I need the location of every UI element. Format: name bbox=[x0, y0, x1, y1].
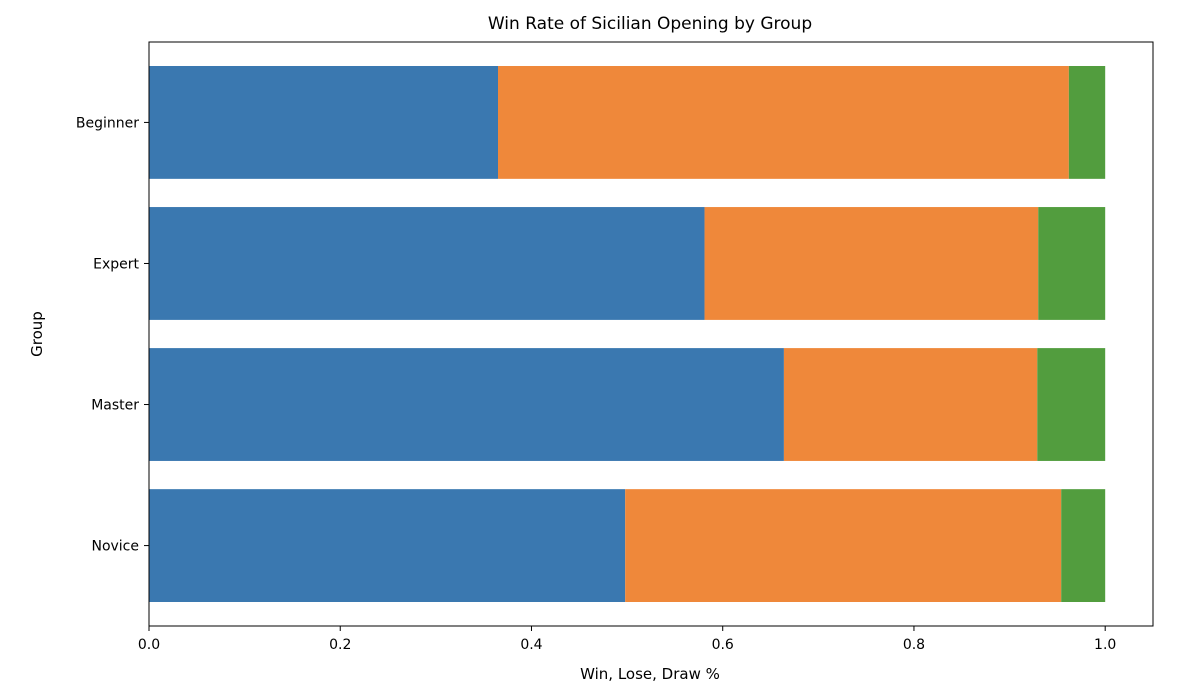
bars-layer bbox=[149, 66, 1106, 602]
bar-beginner-series-3 bbox=[1068, 66, 1106, 179]
y-tick-label-expert: Expert bbox=[93, 256, 139, 272]
bar-master-series-3 bbox=[1037, 348, 1106, 461]
x-axis: 0.0 0.2 0.4 0.6 0.8 1.0 bbox=[138, 626, 1116, 653]
bar-beginner-series-1 bbox=[149, 66, 499, 179]
x-tick-label: 0.0 bbox=[138, 637, 160, 653]
x-axis-label: Win, Lose, Draw % bbox=[580, 665, 720, 683]
x-tick-label: 0.8 bbox=[903, 637, 925, 653]
bar-expert-series-3 bbox=[1038, 207, 1106, 320]
plot-frame bbox=[148, 41, 1154, 627]
bar-expert-series-1 bbox=[149, 207, 705, 320]
bar-beginner-series-2 bbox=[498, 66, 1069, 179]
x-tick-label: 0.6 bbox=[712, 637, 734, 653]
bar-master-series-1 bbox=[149, 348, 784, 461]
bar-novice-series-1 bbox=[149, 489, 626, 602]
bar-novice-series-2 bbox=[625, 489, 1062, 602]
y-axis: Beginner Expert Master Novice bbox=[76, 115, 149, 555]
bar-expert-series-2 bbox=[704, 207, 1039, 320]
x-tick-label: 0.4 bbox=[520, 637, 542, 653]
y-tick-label-master: Master bbox=[91, 398, 139, 414]
chart-title: Win Rate of Sicilian Opening by Group bbox=[488, 14, 812, 34]
x-tick-label: 0.2 bbox=[329, 637, 351, 653]
bar-master-series-2 bbox=[783, 348, 1038, 461]
bar-novice-series-3 bbox=[1061, 489, 1106, 602]
x-tick-label: 1.0 bbox=[1094, 637, 1116, 653]
y-tick-label-beginner: Beginner bbox=[76, 115, 139, 131]
y-axis-label: Group bbox=[28, 311, 46, 357]
y-tick-label-novice: Novice bbox=[91, 539, 139, 555]
